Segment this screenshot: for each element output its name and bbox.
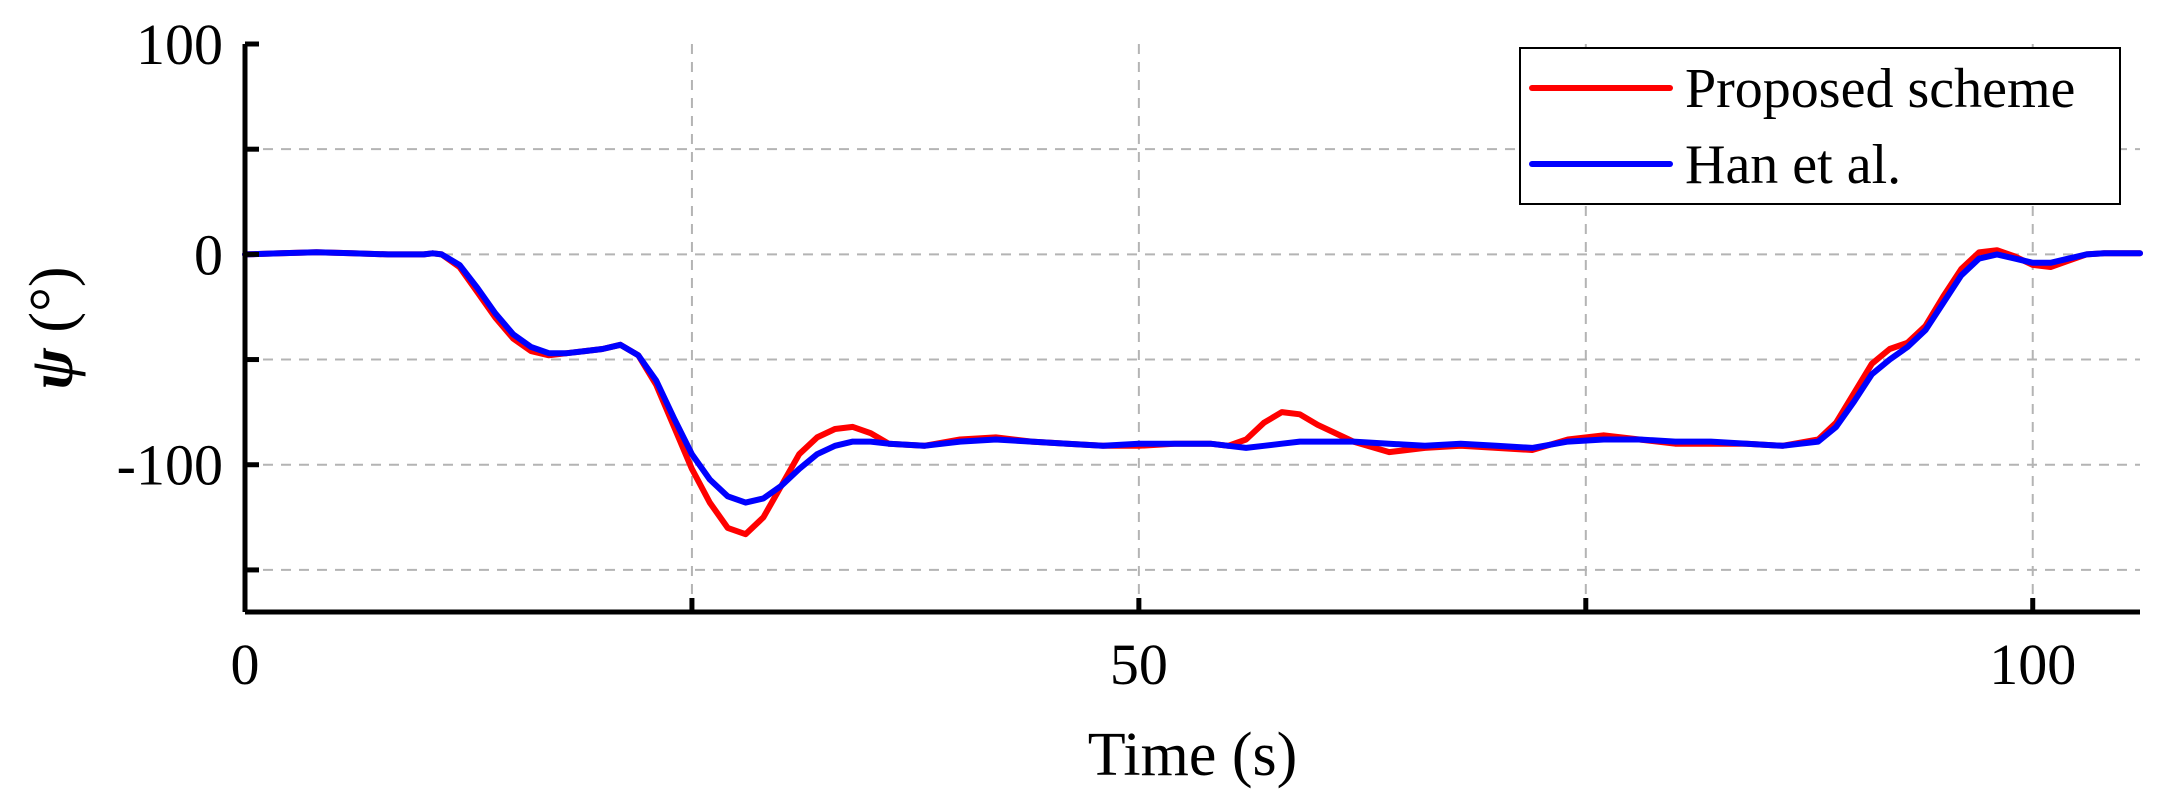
series-line-proposed-scheme [242,247,2143,538]
y-tick-label: -100 [117,433,223,498]
x-axis-title: Time (s) [1088,721,1298,789]
y-axis-title: ψ (°) [18,266,86,389]
legend-label-han-et-al: Han et al. [1685,134,1901,196]
series-lines [242,247,2143,538]
x-tick-label: 0 [231,632,260,697]
axes [242,44,2140,615]
series-line-han-et-al [242,249,2143,506]
x-tick-label: 50 [1110,632,1168,697]
y-tick-label: 0 [194,222,223,287]
x-tick-label: 100 [1989,632,2076,697]
y-axis-symbol: ψ [18,348,86,390]
legend-box [1519,47,2121,205]
ticks: 100 0 -100 0 50 100 [117,12,2077,697]
y-tick-label: 100 [136,12,223,77]
y-axis-unit: (°) [18,266,86,348]
legend: Proposed scheme Han et al. [1519,47,2121,205]
legend-label-proposed-scheme: Proposed scheme [1685,58,2075,120]
